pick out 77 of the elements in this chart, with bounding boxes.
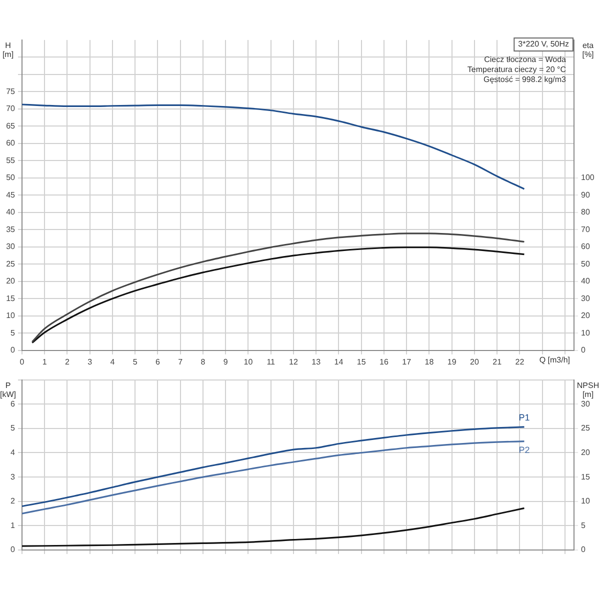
y2-tick-label: 30: [581, 399, 590, 408]
x-tick-label: 7: [178, 357, 184, 366]
y2-tick-label: 40: [581, 276, 590, 286]
x-axis-title: Q [m3/h]: [539, 356, 570, 365]
y-tick-label: 0: [10, 346, 16, 355]
y2-tick-label: 0: [581, 545, 586, 554]
y-tick-label: 0: [10, 545, 16, 554]
y-tick-label: 3: [10, 472, 16, 482]
y-tick-label: 15: [6, 294, 16, 303]
y2-tick-label: 90: [581, 190, 590, 200]
y2-tick-label: 10: [581, 328, 590, 338]
y2-tick-label: 100: [581, 173, 595, 182]
x-tick-label: 19: [447, 357, 457, 366]
x-tick-label: 13: [312, 357, 322, 366]
x-tick-label: 3: [88, 357, 93, 366]
y2-tick-label: 25: [581, 424, 590, 433]
x-tick-label: 5: [132, 357, 138, 366]
y2-tick-label: 10: [581, 496, 590, 506]
x-tick-label: 22: [515, 357, 525, 366]
y-tick-label: 1: [10, 520, 16, 530]
x-tick-label: 12: [289, 357, 298, 366]
series-label: P2: [518, 444, 530, 455]
y2-axis-title: NPSH [m]: [576, 381, 600, 400]
x-tick-label: 14: [334, 357, 344, 366]
y2-tick-label: 0: [581, 346, 586, 355]
x-tick-label: 15: [356, 357, 366, 366]
y-axis-title: H [m]: [2, 41, 14, 60]
x-tick-label: 4: [110, 357, 116, 366]
x-tick-label: 2: [65, 357, 70, 366]
y-tick-label: 20: [6, 276, 16, 286]
annotation: Temperatura cieczy = 20 °C: [467, 65, 566, 74]
annotation: Ciecz tłoczona = Woda: [484, 55, 567, 64]
y-tick-label: 5: [10, 424, 16, 433]
series-label: P1: [518, 412, 530, 422]
x-tick-label: 0: [20, 357, 25, 366]
x-tick-label: 11: [266, 357, 276, 366]
y-tick-label: 6: [10, 399, 16, 408]
y2-tick-label: 5: [581, 520, 586, 530]
y2-tick-label: 60: [581, 242, 590, 252]
y-tick-label: 2: [10, 496, 16, 506]
x-tick-label: 9: [223, 357, 228, 366]
y-tick-label: 25: [6, 259, 16, 268]
y2-tick-label: 50: [581, 259, 590, 268]
y-tick-label: 5: [10, 328, 16, 338]
x-tick-label: 20: [470, 357, 480, 366]
line-series: [22, 507, 526, 547]
x-tick-label: 21: [492, 357, 502, 366]
y-axis-title: P [kW]: [0, 381, 16, 400]
y-tick-label: 10: [6, 311, 16, 320]
y2-tick-label: 20: [581, 311, 590, 320]
y2-axis-title: eta [%]: [582, 41, 594, 60]
x-tick-label: 17: [402, 357, 412, 366]
y2-tick-label: 30: [581, 294, 590, 303]
y-tick-label: 70: [6, 104, 16, 114]
y-tick-label: 45: [6, 190, 16, 200]
y-tick-label: 75: [6, 86, 16, 96]
y2-tick-label: 70: [581, 224, 590, 234]
y-tick-label: 50: [6, 173, 16, 182]
y-tick-label: 60: [6, 138, 16, 148]
y2-tick-label: 15: [581, 472, 590, 482]
chart-title: 3*220 V, 50Hz: [518, 40, 569, 49]
x-tick-label: 16: [380, 357, 389, 366]
x-tick-label: 6: [156, 357, 161, 366]
y-tick-label: 65: [6, 121, 16, 130]
y-tick-label: 40: [6, 208, 16, 217]
y-tick-label: 30: [6, 242, 16, 252]
x-tick-label: 8: [200, 357, 206, 366]
line-series: [22, 104, 526, 190]
y2-tick-label: 20: [581, 448, 590, 457]
y-tick-label: 35: [6, 224, 16, 234]
x-tick-label: 18: [424, 357, 434, 366]
annotation: Gęstość = 998.2 kg/m3: [484, 75, 567, 84]
y2-tick-label: 80: [581, 208, 590, 217]
x-tick-label: 10: [244, 357, 254, 366]
y-tick-label: 55: [6, 156, 16, 165]
y-tick-label: 4: [10, 448, 16, 457]
x-tick-label: 1: [42, 357, 48, 366]
